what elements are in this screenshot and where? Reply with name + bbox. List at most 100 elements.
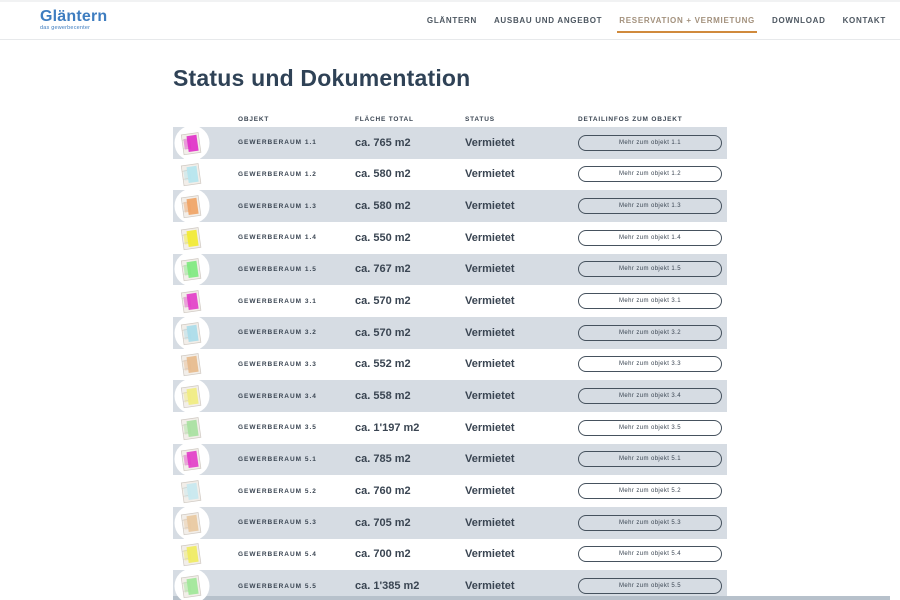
thumbnail-cell — [173, 125, 238, 161]
thumbnail-cell — [173, 410, 238, 446]
table-row: Gewerberaum 1.4 ca. 550 m2 Vermietet Meh… — [173, 220, 727, 256]
floorplan-icon — [174, 346, 210, 382]
flaeche-value: ca. 580 m2 — [355, 168, 411, 181]
mehr-zum-objekt-button[interactable]: Mehr zum objekt 5.2 — [578, 483, 722, 500]
mehr-zum-objekt-button[interactable]: Mehr zum objekt 3.5 — [578, 419, 722, 436]
status-value: Vermietet — [465, 485, 515, 498]
mehr-zum-objekt-button[interactable]: Mehr zum objekt 1.2 — [578, 166, 722, 183]
table-row: Gewerberaum 3.2 ca. 570 m2 Vermietet Meh… — [173, 315, 727, 351]
detail-button-cell: Mehr zum objekt 1.2 — [578, 166, 727, 183]
objekt-label: Gewerberaum 5.2 — [238, 487, 317, 495]
thumbnail-cell — [173, 473, 238, 509]
status-value: Vermietet — [465, 453, 515, 466]
thumbnail-cell — [173, 441, 238, 477]
flaeche-value: ca. 552 m2 — [355, 358, 411, 371]
mehr-zum-objekt-button[interactable]: Mehr zum objekt 3.4 — [578, 388, 722, 405]
table-row: Gewerberaum 1.5 ca. 767 m2 Vermietet Meh… — [173, 251, 727, 287]
mehr-zum-objekt-button[interactable]: Mehr zum objekt 1.4 — [578, 229, 722, 246]
status-value: Vermietet — [465, 358, 515, 371]
flaeche-value: ca. 550 m2 — [355, 231, 411, 244]
floorplan-thumbnail[interactable] — [174, 568, 210, 600]
detail-button-cell: Mehr zum objekt 5.5 — [578, 578, 727, 595]
floorplan-icon — [174, 188, 210, 224]
floorplan-thumbnail[interactable] — [174, 441, 210, 477]
status-value: Vermietet — [465, 200, 515, 213]
floorplan-icon — [174, 251, 210, 287]
mehr-zum-objekt-button[interactable]: Mehr zum objekt 1.1 — [578, 134, 722, 151]
column-header-objekt: Objekt — [238, 116, 270, 123]
objekt-label: Gewerberaum 1.3 — [238, 202, 317, 210]
status-value: Vermietet — [465, 421, 515, 434]
objekt-label: Gewerberaum 5.3 — [238, 519, 317, 527]
mehr-zum-objekt-button[interactable]: Mehr zum objekt 5.3 — [578, 514, 722, 531]
detail-button-cell: Mehr zum objekt 3.1 — [578, 293, 727, 310]
page-title: Status und Dokumentation — [173, 65, 471, 91]
floorplan-thumbnail[interactable] — [174, 505, 210, 541]
table-row: Gewerberaum 1.2 ca. 580 m2 Vermietet Meh… — [173, 156, 727, 192]
floorplan-icon — [174, 410, 210, 446]
status-value: Vermietet — [465, 295, 515, 308]
flaeche-value: ca. 705 m2 — [355, 516, 411, 529]
table-row: Gewerberaum 5.5 ca. 1'385 m2 Vermietet M… — [173, 568, 727, 600]
main-nav: Gläntern Ausbau und Angebot Reservation … — [427, 8, 886, 33]
flaeche-value: ca. 765 m2 — [355, 136, 411, 149]
mehr-zum-objekt-button[interactable]: Mehr zum objekt 3.2 — [578, 324, 722, 341]
mehr-zum-objekt-button[interactable]: Mehr zum objekt 3.1 — [578, 293, 722, 310]
flaeche-value: ca. 570 m2 — [355, 326, 411, 339]
floorplan-thumbnail[interactable] — [174, 220, 210, 256]
mehr-zum-objekt-button[interactable]: Mehr zum objekt 5.5 — [578, 578, 722, 595]
floorplan-icon — [174, 536, 210, 572]
floorplan-thumbnail[interactable] — [174, 188, 210, 224]
floorplan-icon — [174, 283, 210, 319]
thumbnail-cell — [173, 568, 238, 600]
floorplan-icon — [174, 441, 210, 477]
floorplan-icon — [174, 378, 210, 414]
objekt-label: Gewerberaum 3.3 — [238, 360, 317, 368]
floorplan-thumbnail[interactable] — [174, 378, 210, 414]
nav-item-glaentern[interactable]: Gläntern — [426, 16, 477, 25]
table-row: Gewerberaum 3.1 ca. 570 m2 Vermietet Meh… — [173, 283, 727, 319]
nav-item-download[interactable]: Download — [771, 16, 826, 25]
floorplan-thumbnail[interactable] — [174, 125, 210, 161]
detail-button-cell: Mehr zum objekt 5.2 — [578, 483, 727, 500]
table-header-row: Objekt Fläche Total Status Detailinfos z… — [173, 110, 727, 127]
table-row: Gewerberaum 5.4 ca. 700 m2 Vermietet Meh… — [173, 536, 727, 572]
floorplan-icon — [174, 315, 210, 351]
nav-item-kontakt[interactable]: Kontakt — [842, 16, 886, 25]
detail-button-cell: Mehr zum objekt 5.4 — [578, 546, 727, 563]
nav-item-reservation-vermietung[interactable]: Reservation + Vermietung — [617, 8, 757, 33]
floorplan-thumbnail[interactable] — [174, 536, 210, 572]
thumbnail-cell — [173, 251, 238, 287]
status-value: Vermietet — [465, 168, 515, 181]
mehr-zum-objekt-button[interactable]: Mehr zum objekt 3.3 — [578, 356, 722, 373]
floorplan-thumbnail[interactable] — [174, 315, 210, 351]
floorplan-thumbnail[interactable] — [174, 156, 210, 192]
floorplan-thumbnail[interactable] — [174, 346, 210, 382]
floorplan-thumbnail[interactable] — [174, 410, 210, 446]
brand-tagline: das gewerbecenter — [40, 25, 91, 32]
floorplan-thumbnail[interactable] — [174, 473, 210, 509]
status-value: Vermietet — [465, 548, 515, 561]
mehr-zum-objekt-button[interactable]: Mehr zum objekt 1.5 — [578, 261, 722, 278]
status-value: Vermietet — [465, 390, 515, 403]
flaeche-value: ca. 580 m2 — [355, 200, 411, 213]
floorplan-icon — [174, 505, 210, 541]
objekt-label: Gewerberaum 1.1 — [238, 139, 317, 147]
mehr-zum-objekt-button[interactable]: Mehr zum objekt 5.1 — [578, 451, 722, 468]
floorplan-thumbnail[interactable] — [174, 251, 210, 287]
object-table: Gewerberaum 1.1 ca. 765 m2 Vermietet Meh… — [173, 125, 727, 600]
detail-button-cell: Mehr zum objekt 3.4 — [578, 388, 727, 405]
mehr-zum-objekt-button[interactable]: Mehr zum objekt 1.3 — [578, 198, 722, 215]
main-content: Status und Dokumentation Objekt Fläche T… — [173, 65, 727, 600]
flaeche-value: ca. 785 m2 — [355, 453, 411, 466]
top-header: Gläntern das gewerbecenter Gläntern Ausb… — [0, 2, 900, 40]
status-value: Vermietet — [465, 231, 515, 244]
mehr-zum-objekt-button[interactable]: Mehr zum objekt 5.4 — [578, 546, 722, 563]
nav-item-ausbau-und-angebot[interactable]: Ausbau und Angebot — [493, 16, 603, 25]
table-row: Gewerberaum 5.2 ca. 760 m2 Vermietet Meh… — [173, 473, 727, 509]
floorplan-icon — [174, 156, 210, 192]
brand-logo[interactable]: Gläntern das gewerbecenter — [40, 9, 107, 32]
detail-button-cell: Mehr zum objekt 3.2 — [578, 324, 727, 341]
table-row: Gewerberaum 3.5 ca. 1'197 m2 Vermietet M… — [173, 410, 727, 446]
floorplan-thumbnail[interactable] — [174, 283, 210, 319]
